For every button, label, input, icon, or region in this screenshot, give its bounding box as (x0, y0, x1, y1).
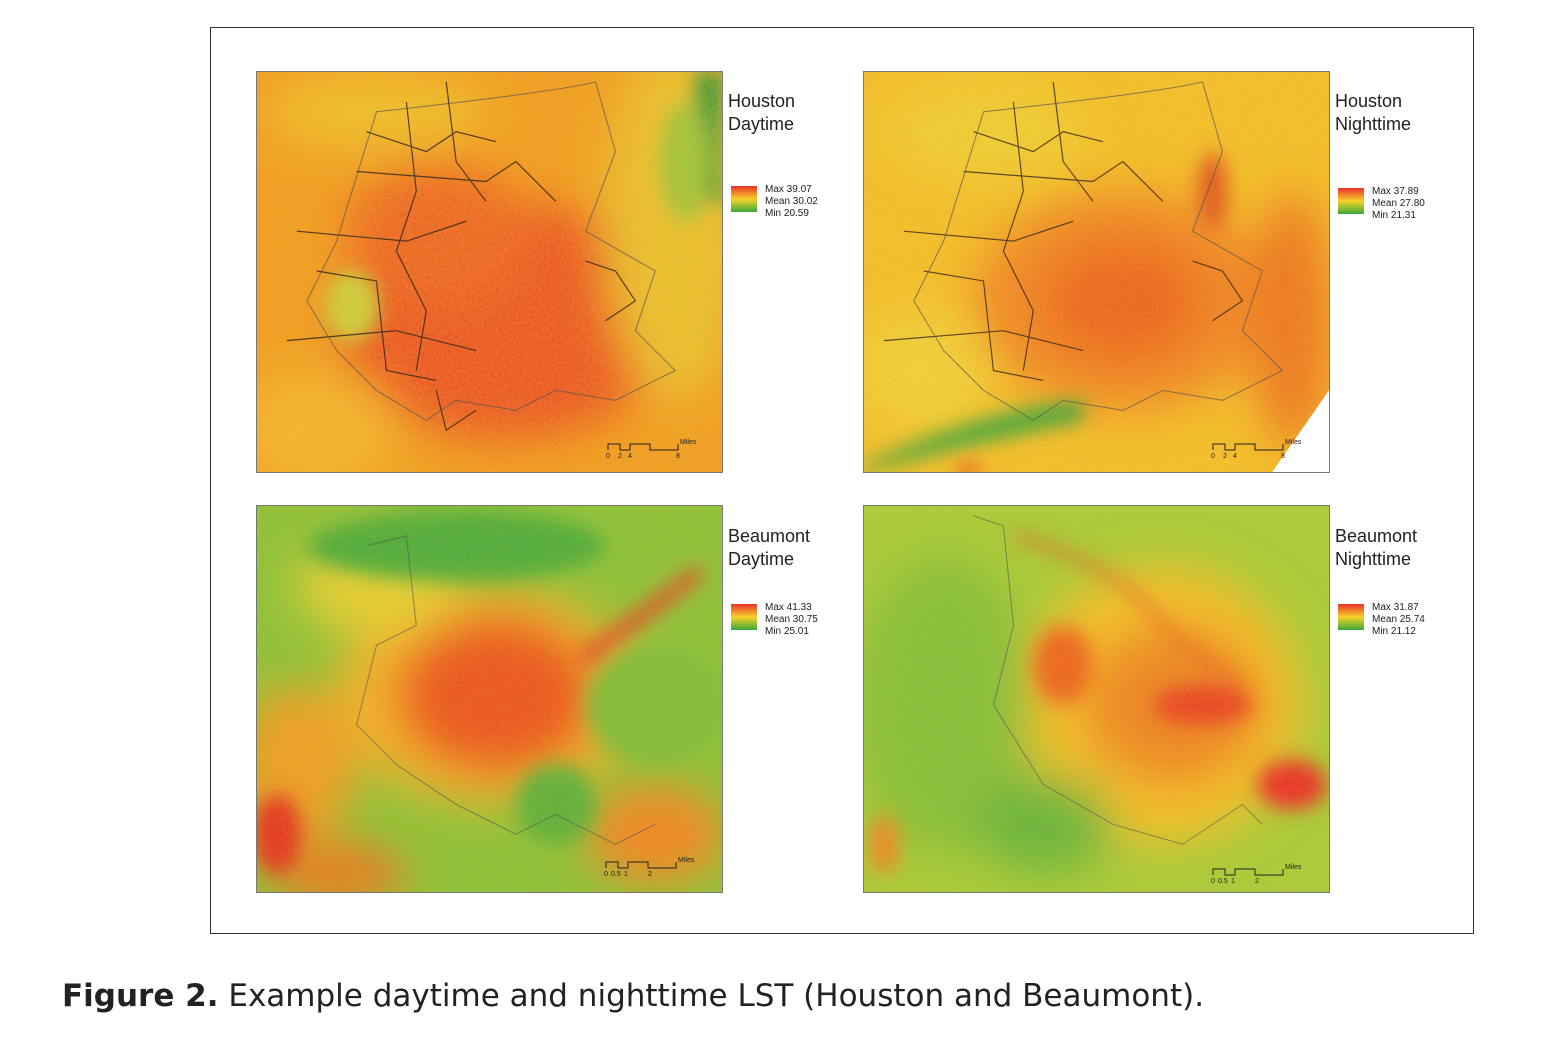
legend-min: Min 21.31 (1372, 210, 1416, 221)
scale-bar-ticks (1212, 868, 1284, 876)
scale-unit: Miles (678, 857, 695, 864)
scale-bar-ticks (605, 861, 677, 869)
panel-title-period: Nighttime (1335, 114, 1412, 134)
legend-color-ramp (1338, 604, 1364, 630)
panel-title-city: Houston (728, 91, 796, 111)
panel-title-city: Beaumont (728, 526, 811, 546)
scale-label: 2 (1255, 878, 1259, 885)
legend-min: Min 25.01 (765, 626, 809, 637)
scale-label: 0 (604, 871, 608, 878)
scale-label: 0 (1211, 453, 1215, 460)
scale-label: 0.5 (1218, 878, 1228, 885)
scale-bar: Miles 0 2 4 8 (1211, 439, 1321, 466)
scale-label: 2 (1223, 453, 1227, 460)
legend-color-ramp (1338, 188, 1364, 214)
legend-min: Min 21.12 (1372, 626, 1416, 637)
lst-map-beaumont-day (256, 505, 723, 893)
legend-mean: Mean 27.80 (1372, 198, 1425, 209)
legend-max: Max 31.87 (1372, 602, 1419, 613)
scale-label: 8 (676, 453, 680, 460)
scale-label: 2 (618, 453, 622, 460)
scale-bar: Miles 0 2 4 8 (606, 439, 716, 466)
scale-bar: Miles 0 0.5 1 2 (604, 857, 714, 884)
legend: Max 37.89 Mean 27.80 Min 21.31 (1338, 184, 1458, 224)
figure-caption-text: Example daytime and nighttime LST (Houst… (228, 978, 1205, 1014)
scale-unit: Miles (680, 439, 697, 446)
figure-label: Figure 2. (62, 978, 219, 1014)
scale-label: 0.5 (611, 871, 621, 878)
legend-color-ramp (731, 186, 757, 212)
lst-map-houston-night (863, 71, 1330, 473)
legend-max: Max 41.33 (765, 602, 812, 613)
panel-title-city: Houston (1335, 91, 1403, 111)
legend-mean: Mean 30.02 (765, 196, 818, 207)
legend-min: Min 20.59 (765, 208, 809, 219)
scale-label: 1 (1231, 878, 1235, 885)
scale-bar: Miles 0 0.5 1 2 (1211, 864, 1321, 891)
legend-mean: Mean 30.75 (765, 614, 818, 625)
legend: Max 39.07 Mean 30.02 Min 20.59 (731, 182, 851, 222)
figure-frame: Houston Daytime Max 39.07 Mean 30.02 Min… (210, 27, 1474, 934)
legend: Max 41.33 Mean 30.75 Min 25.01 (731, 600, 851, 640)
lst-map-beaumont-night (863, 505, 1330, 893)
legend-max: Max 37.89 (1372, 186, 1419, 197)
lst-map-houston-day (256, 71, 723, 473)
scale-bar-ticks (1212, 443, 1284, 451)
scale-label: 0 (1211, 878, 1215, 885)
panel-title-period: Nighttime (1335, 549, 1412, 569)
scale-bar-ticks (607, 443, 679, 451)
panel-title: Beaumont Daytime (728, 525, 810, 571)
panel-title: Beaumont Nighttime (1335, 525, 1417, 571)
panel-title: Houston Nighttime (1335, 90, 1411, 136)
scale-label: 4 (628, 453, 632, 460)
legend: Max 31.87 Mean 25.74 Min 21.12 (1338, 600, 1458, 640)
legend-max: Max 39.07 (765, 184, 812, 195)
scale-label: 8 (1281, 453, 1285, 460)
legend-mean: Mean 25.74 (1372, 614, 1425, 625)
scale-unit: Miles (1285, 439, 1302, 446)
panel-title-city: Beaumont (1335, 526, 1418, 546)
panel-title-period: Daytime (728, 114, 795, 134)
scale-label: 2 (648, 871, 652, 878)
panel-title-period: Daytime (728, 549, 795, 569)
scale-label: 0 (606, 453, 610, 460)
scale-label: 4 (1233, 453, 1237, 460)
legend-color-ramp (731, 604, 757, 630)
figure-caption: Figure 2. Example daytime and nighttime … (62, 978, 1204, 1014)
scale-label: 1 (624, 871, 628, 878)
panel-title: Houston Daytime (728, 90, 795, 136)
scale-unit: Miles (1285, 864, 1302, 871)
